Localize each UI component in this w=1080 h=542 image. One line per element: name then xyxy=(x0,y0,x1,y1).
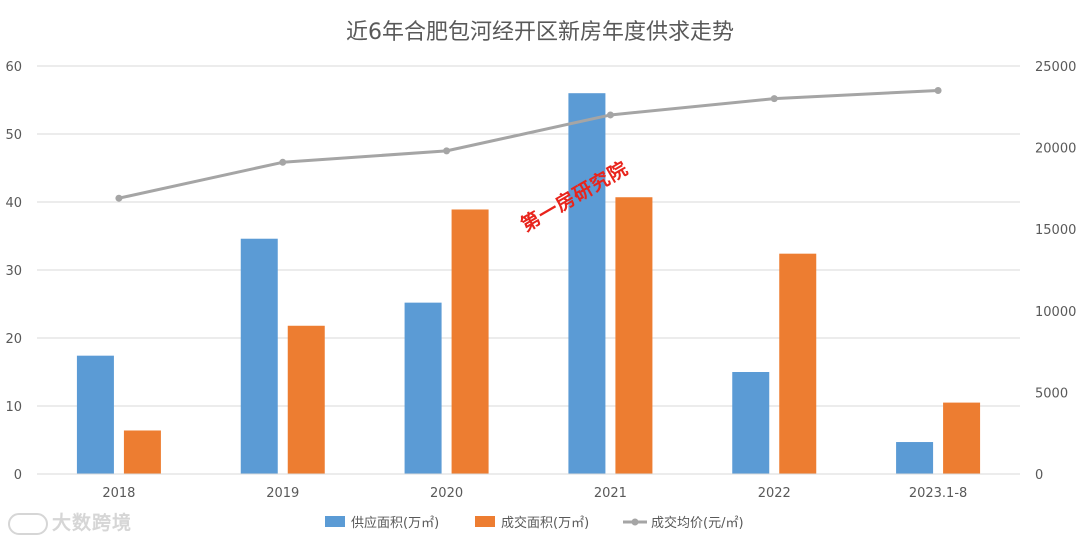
left-tick-label: 40 xyxy=(5,196,22,211)
legend-label: 供应面积(万㎡) xyxy=(351,515,439,531)
left-tick-label: 20 xyxy=(5,332,22,347)
right-y-axis: 0 5000 10000 15000 20000 25000 xyxy=(1035,60,1076,483)
x-tick-label: 2021 xyxy=(594,486,627,501)
left-tick-label: 60 xyxy=(5,60,22,75)
sales-bar xyxy=(943,402,981,474)
legend-marker xyxy=(631,518,639,526)
gridlines xyxy=(37,65,1020,475)
x-axis: 2018 2019 2020 2021 2022 2023.1-8 xyxy=(37,473,1020,501)
right-tick-label: 20000 xyxy=(1035,142,1076,157)
left-tick-label: 30 xyxy=(5,264,22,279)
right-tick-label: 25000 xyxy=(1035,60,1076,75)
right-tick-label: 10000 xyxy=(1035,305,1076,320)
brand-logo-icon xyxy=(8,512,48,535)
sales-bar xyxy=(123,430,161,474)
x-tick-label: 2022 xyxy=(758,486,791,501)
supply-bar xyxy=(404,302,442,474)
bars xyxy=(76,93,981,475)
price-line-path xyxy=(118,88,939,200)
legend-swatch xyxy=(325,516,345,527)
sales-bar xyxy=(779,253,817,474)
supply-bar xyxy=(76,355,114,474)
sales-bar xyxy=(451,209,489,475)
legend-label: 成交面积(万㎡) xyxy=(501,515,589,531)
right-tick-label: 0 xyxy=(1035,468,1043,483)
price-point xyxy=(115,194,123,202)
price-point xyxy=(606,111,614,119)
supply-bar xyxy=(732,372,770,474)
x-tick-label: 2023.1-8 xyxy=(909,486,967,501)
price-point xyxy=(770,95,778,103)
x-tick-label: 2020 xyxy=(430,486,463,501)
sales-bar xyxy=(615,197,653,475)
brand-logo: 大数跨境 xyxy=(8,508,132,535)
supply-bar xyxy=(896,442,934,474)
legend-swatch xyxy=(475,516,495,527)
legend: 供应面积(万㎡) 成交面积(万㎡) 成交均价(元/㎡) xyxy=(325,515,744,531)
price-line xyxy=(115,86,942,202)
x-tick-label: 2018 xyxy=(102,486,135,501)
sales-bar xyxy=(287,325,325,474)
supply-bar xyxy=(568,93,606,474)
price-point xyxy=(934,86,942,94)
left-tick-label: 0 xyxy=(14,468,22,483)
price-point xyxy=(443,147,451,155)
supply-bar xyxy=(240,238,278,474)
right-tick-label: 15000 xyxy=(1035,223,1076,238)
left-tick-label: 10 xyxy=(5,400,22,415)
price-point xyxy=(279,158,287,166)
left-y-axis: 0 10 20 30 40 50 60 xyxy=(5,60,22,483)
legend-label: 成交均价(元/㎡) xyxy=(651,515,744,531)
brand-logo-text: 大数跨境 xyxy=(52,512,133,534)
right-tick-label: 5000 xyxy=(1035,386,1068,401)
chart-title: 近6年合肥包河经开区新房年度供求走势 xyxy=(346,20,734,45)
x-tick-label: 2019 xyxy=(266,486,299,501)
left-tick-label: 50 xyxy=(5,128,22,143)
